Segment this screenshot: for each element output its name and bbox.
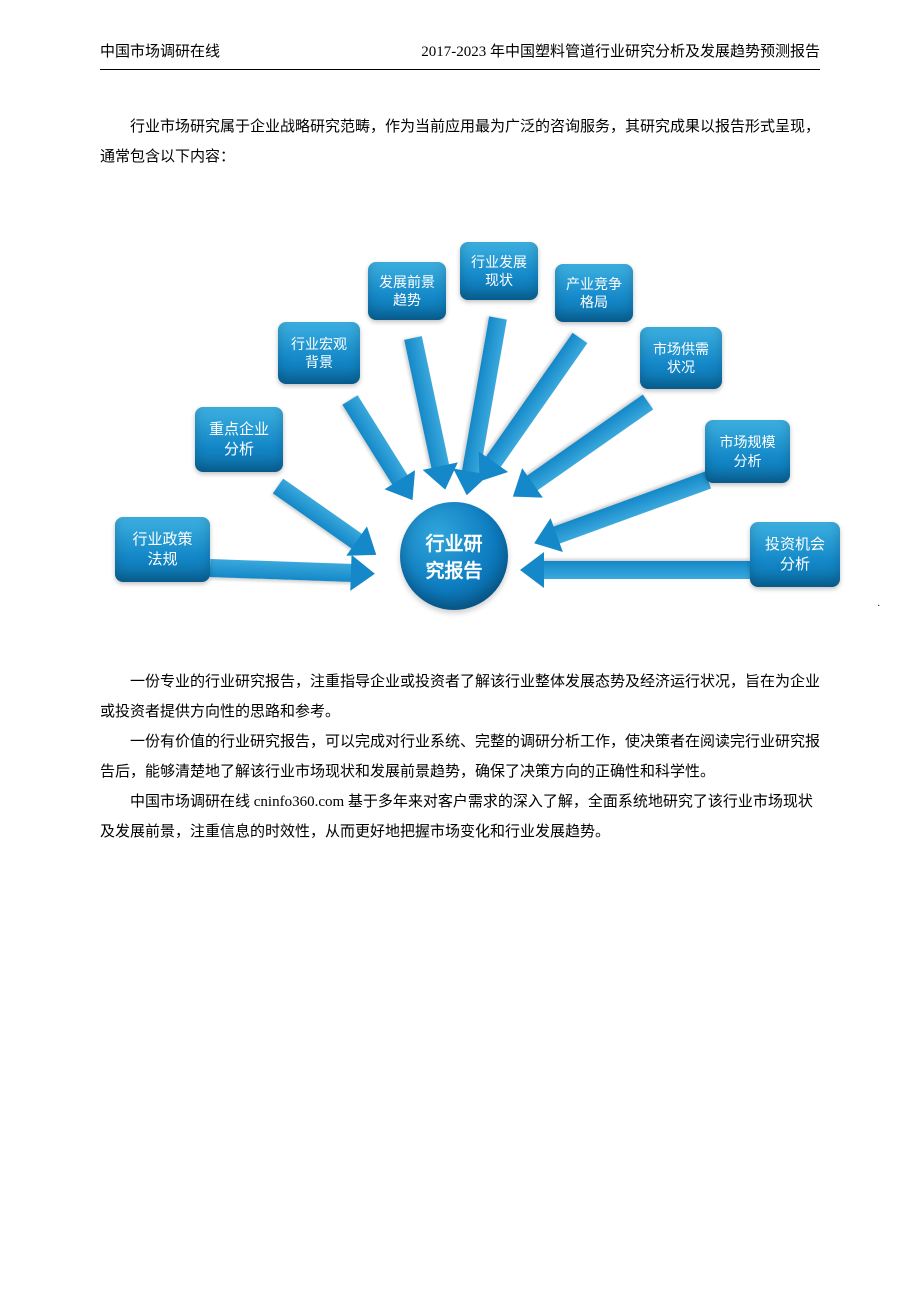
node-n4: 发展前景趋势 bbox=[368, 262, 446, 320]
node-n8: 市场规模分析 bbox=[705, 420, 790, 483]
node-n3: 行业宏观背景 bbox=[278, 322, 360, 384]
intro-paragraph: 行业市场研究属于企业战略研究范畴，作为当前应用最为广泛的咨询服务，其研究成果以报… bbox=[0, 70, 920, 172]
body-text: 一份专业的行业研究报告，注重指导企业或投资者了解该行业整体发展态势及经济运行状况… bbox=[0, 632, 920, 847]
margin-dot: . bbox=[878, 598, 881, 609]
body-paragraph-2: 一份有价值的行业研究报告，可以完成对行业系统、完整的调研分析工作，使决策者在阅读… bbox=[100, 727, 820, 787]
center-hub: 行业研究报告 bbox=[400, 502, 508, 610]
node-n6: 产业竞争格局 bbox=[555, 264, 633, 322]
node-n1: 行业政策法规 bbox=[115, 517, 210, 582]
body-paragraph-1: 一份专业的行业研究报告，注重指导企业或投资者了解该行业整体发展态势及经济运行状况… bbox=[100, 667, 820, 727]
node-n7: 市场供需状况 bbox=[640, 327, 722, 389]
page-header: 中国市场调研在线 2017-2023 年中国塑料管道行业研究分析及发展趋势预测报… bbox=[100, 0, 820, 70]
node-n2: 重点企业分析 bbox=[195, 407, 283, 472]
arrow-9 bbox=[520, 552, 750, 588]
header-right: 2017-2023 年中国塑料管道行业研究分析及发展趋势预测报告 bbox=[421, 40, 820, 61]
hub-diagram: 行业政策法规 重点企业分析 行业宏观背景发展前景趋势行业发展现状产业竞争格局市场供需… bbox=[0, 212, 920, 632]
node-n5: 行业发展现状 bbox=[460, 242, 538, 300]
body-paragraph-3: 中国市场调研在线 cninfo360.com 基于多年来对客户需求的深入了解，全… bbox=[100, 787, 820, 847]
node-n9: 投资机会分析 bbox=[750, 522, 840, 587]
header-left: 中国市场调研在线 bbox=[100, 40, 220, 61]
